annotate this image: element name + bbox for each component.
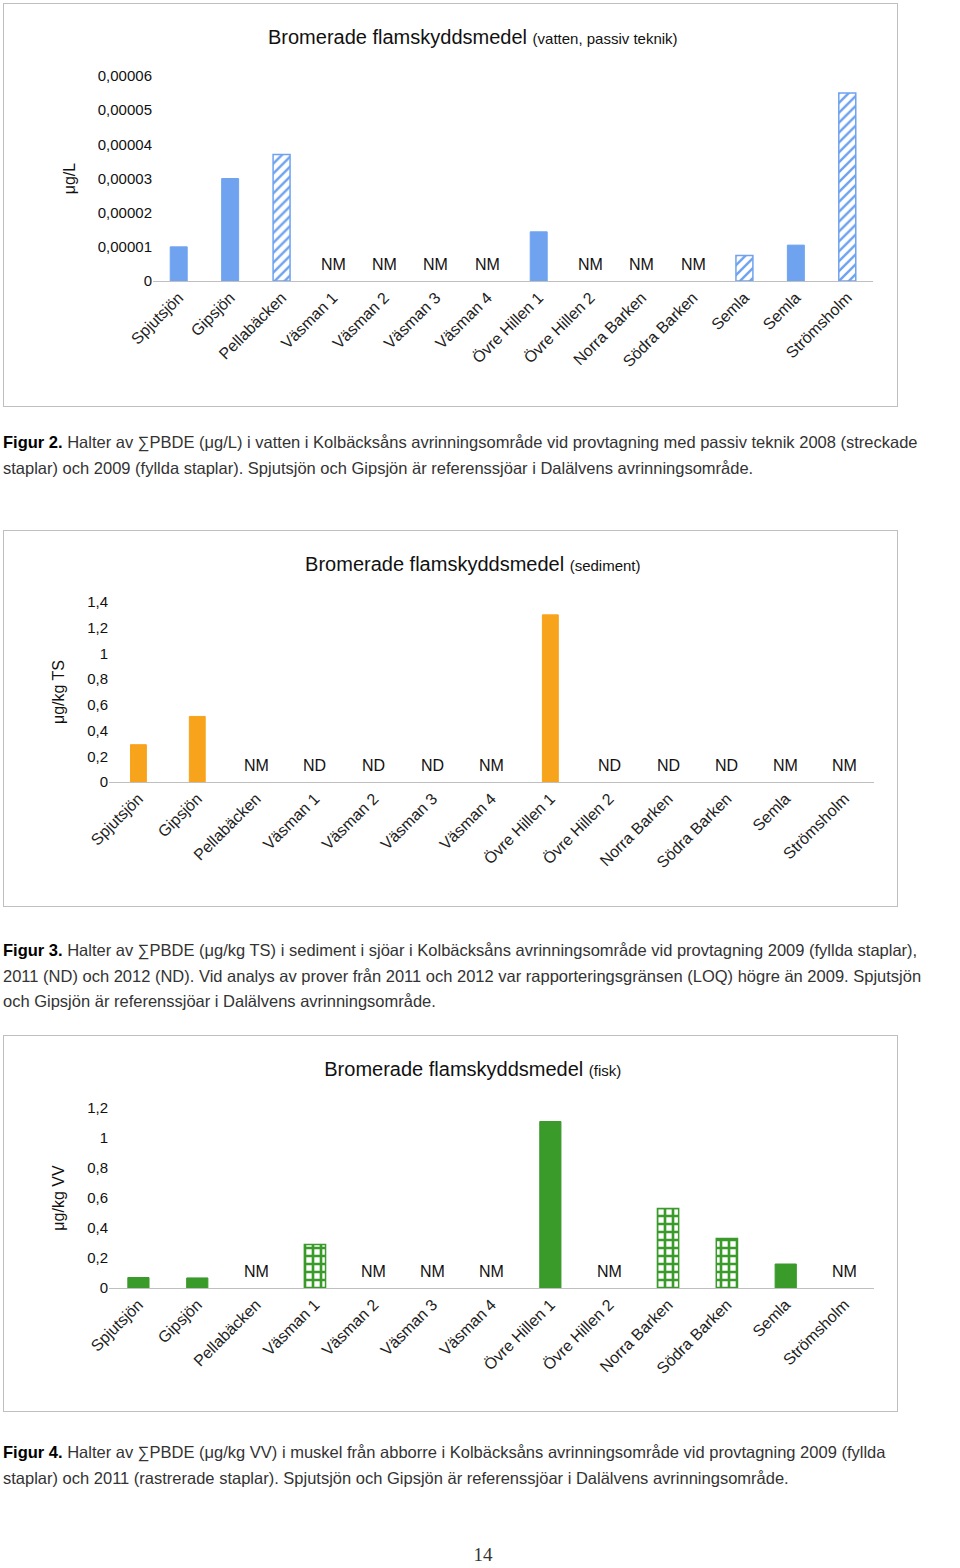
svg-text:NM: NM [244,757,269,774]
svg-text:ND: ND [362,757,385,774]
svg-text:ND: ND [303,757,326,774]
svg-text:NM: NM [475,256,500,273]
svg-text:Pellabäcken: Pellabäcken [190,790,264,864]
svg-text:Pellabäcken: Pellabäcken [190,1296,264,1370]
svg-text:Väsman 1: Väsman 1 [260,1296,323,1359]
svg-text:Väsman 2: Väsman 2 [319,790,382,853]
svg-text:NM: NM [479,757,504,774]
svg-text:Norra Barken: Norra Barken [597,1296,676,1375]
svg-text:Spjutsjön: Spjutsjön [88,790,147,849]
svg-text:NM: NM [681,256,706,273]
svg-text:NM: NM [629,256,654,273]
svg-text:1: 1 [100,1129,108,1146]
svg-text:Semla: Semla [749,790,793,834]
svg-text:Strömsholm: Strömsholm [783,289,855,361]
svg-text:Väsman 2: Väsman 2 [319,1296,382,1359]
html-text:Figur 3. Halter av ∑PBDE (μg/k: Figur 3. Halter av ∑PBDE (μg/kg TS) i se… [3,941,922,1010]
svg-text:Semla: Semla [749,1296,793,1340]
svg-text:Södra Barken: Södra Barken [653,1296,734,1377]
svg-text:Väsman 3: Väsman 3 [377,1296,440,1359]
svg-text:0,00006: 0,00006 [98,67,152,84]
svg-text:0: 0 [100,1279,108,1296]
svg-text:Väsman 2: Väsman 2 [329,289,392,352]
svg-text:Väsman 1: Väsman 1 [278,289,341,352]
svg-text:0,00002: 0,00002 [98,204,152,221]
svg-text:Övre Hillen 2: Övre Hillen 2 [521,289,598,366]
svg-text:NM: NM [578,256,603,273]
svg-text:Gipsjön: Gipsjön [155,1296,205,1346]
svg-text:Väsman 4: Väsman 4 [436,1296,499,1359]
svg-text:1: 1 [100,645,108,662]
svg-text:NM: NM [773,757,798,774]
svg-text:Norra Barken: Norra Barken [570,289,649,368]
svg-text:Gipsjön: Gipsjön [188,289,238,339]
svg-text:NM: NM [423,256,448,273]
html-text:Figur 4. Halter av ∑PBDE (μg/k: Figur 4. Halter av ∑PBDE (μg/kg VV) i mu… [3,1443,886,1487]
svg-text:0,00005: 0,00005 [98,101,152,118]
svg-text:NM: NM [361,1263,386,1280]
svg-text:0,6: 0,6 [87,696,108,713]
svg-text:0,8: 0,8 [87,1159,108,1176]
svg-text:0,2: 0,2 [87,748,108,765]
svg-text:Övre Hillen 1: Övre Hillen 1 [481,1296,558,1373]
svg-text:Övre Hillen 1: Övre Hillen 1 [481,790,558,867]
svg-text:NM: NM [244,1263,269,1280]
svg-text:Gipsjön: Gipsjön [155,790,205,840]
svg-text:0: 0 [144,272,152,289]
svg-text:0,8: 0,8 [87,670,108,687]
svg-text:ND: ND [715,757,738,774]
svg-text:Övre Hillen 1: Övre Hillen 1 [469,289,546,366]
svg-text:0,00004: 0,00004 [98,136,152,153]
svg-text:0,6: 0,6 [87,1189,108,1206]
svg-text:Bromerade flamskyddsmedel (vat: Bromerade flamskyddsmedel (vatten, passi… [268,26,678,48]
svg-text:NM: NM [832,757,857,774]
html-text:14: 14 [473,1544,493,1565]
svg-text:NM: NM [597,1263,622,1280]
svg-text:ND: ND [598,757,621,774]
svg-text:NM: NM [321,256,346,273]
svg-text:1,2: 1,2 [87,1099,108,1116]
svg-text:0,00003: 0,00003 [98,170,152,187]
svg-text:Norra Barken: Norra Barken [597,790,676,869]
svg-text:Södra Barken: Södra Barken [620,289,701,370]
svg-text:0,4: 0,4 [87,722,108,739]
svg-text:Övre Hillen 2: Övre Hillen 2 [540,790,617,867]
svg-text:Södra Barken: Södra Barken [653,790,734,871]
svg-text:Bromerade flamskyddsmedel (sed: Bromerade flamskyddsmedel (sediment) [305,553,640,575]
html-text:Figur 2. Halter av ∑PBDE (μg/L: Figur 2. Halter av ∑PBDE (μg/L) i vatten… [3,433,918,477]
svg-text:Bromerade flamskyddsmedel (fis: Bromerade flamskyddsmedel (fisk) [324,1058,621,1080]
svg-text:Strömsholm: Strömsholm [780,1296,852,1368]
svg-text:0,00001: 0,00001 [98,238,152,255]
svg-text:Spjutsjön: Spjutsjön [88,1296,147,1355]
svg-text:0,4: 0,4 [87,1219,108,1236]
svg-text:NM: NM [420,1263,445,1280]
svg-text:Semla: Semla [708,289,752,333]
svg-text:μg/kg TS: μg/kg TS [50,660,67,724]
svg-text:ND: ND [421,757,444,774]
svg-text:0: 0 [100,773,108,790]
svg-text:Pellabäcken: Pellabäcken [216,289,290,363]
svg-text:μg/L: μg/L [61,163,78,195]
svg-text:ND: ND [657,757,680,774]
svg-text:Väsman 4: Väsman 4 [436,790,499,853]
svg-text:1,4: 1,4 [87,593,108,610]
svg-text:Väsman 1: Väsman 1 [260,790,323,853]
svg-text:NM: NM [832,1263,857,1280]
svg-text:Väsman 3: Väsman 3 [381,289,444,352]
svg-text:Väsman 3: Väsman 3 [377,790,440,853]
svg-text:Spjutsjön: Spjutsjön [128,289,187,348]
svg-text:Övre Hillen 2: Övre Hillen 2 [540,1296,617,1373]
svg-text:Semla: Semla [760,289,804,333]
svg-text:μg/kg VV: μg/kg VV [50,1165,67,1231]
svg-text:1,2: 1,2 [87,619,108,636]
svg-text:NM: NM [372,256,397,273]
svg-text:Strömsholm: Strömsholm [780,790,852,862]
svg-text:NM: NM [479,1263,504,1280]
svg-text:Väsman 4: Väsman 4 [432,289,495,352]
svg-text:0,2: 0,2 [87,1249,108,1266]
